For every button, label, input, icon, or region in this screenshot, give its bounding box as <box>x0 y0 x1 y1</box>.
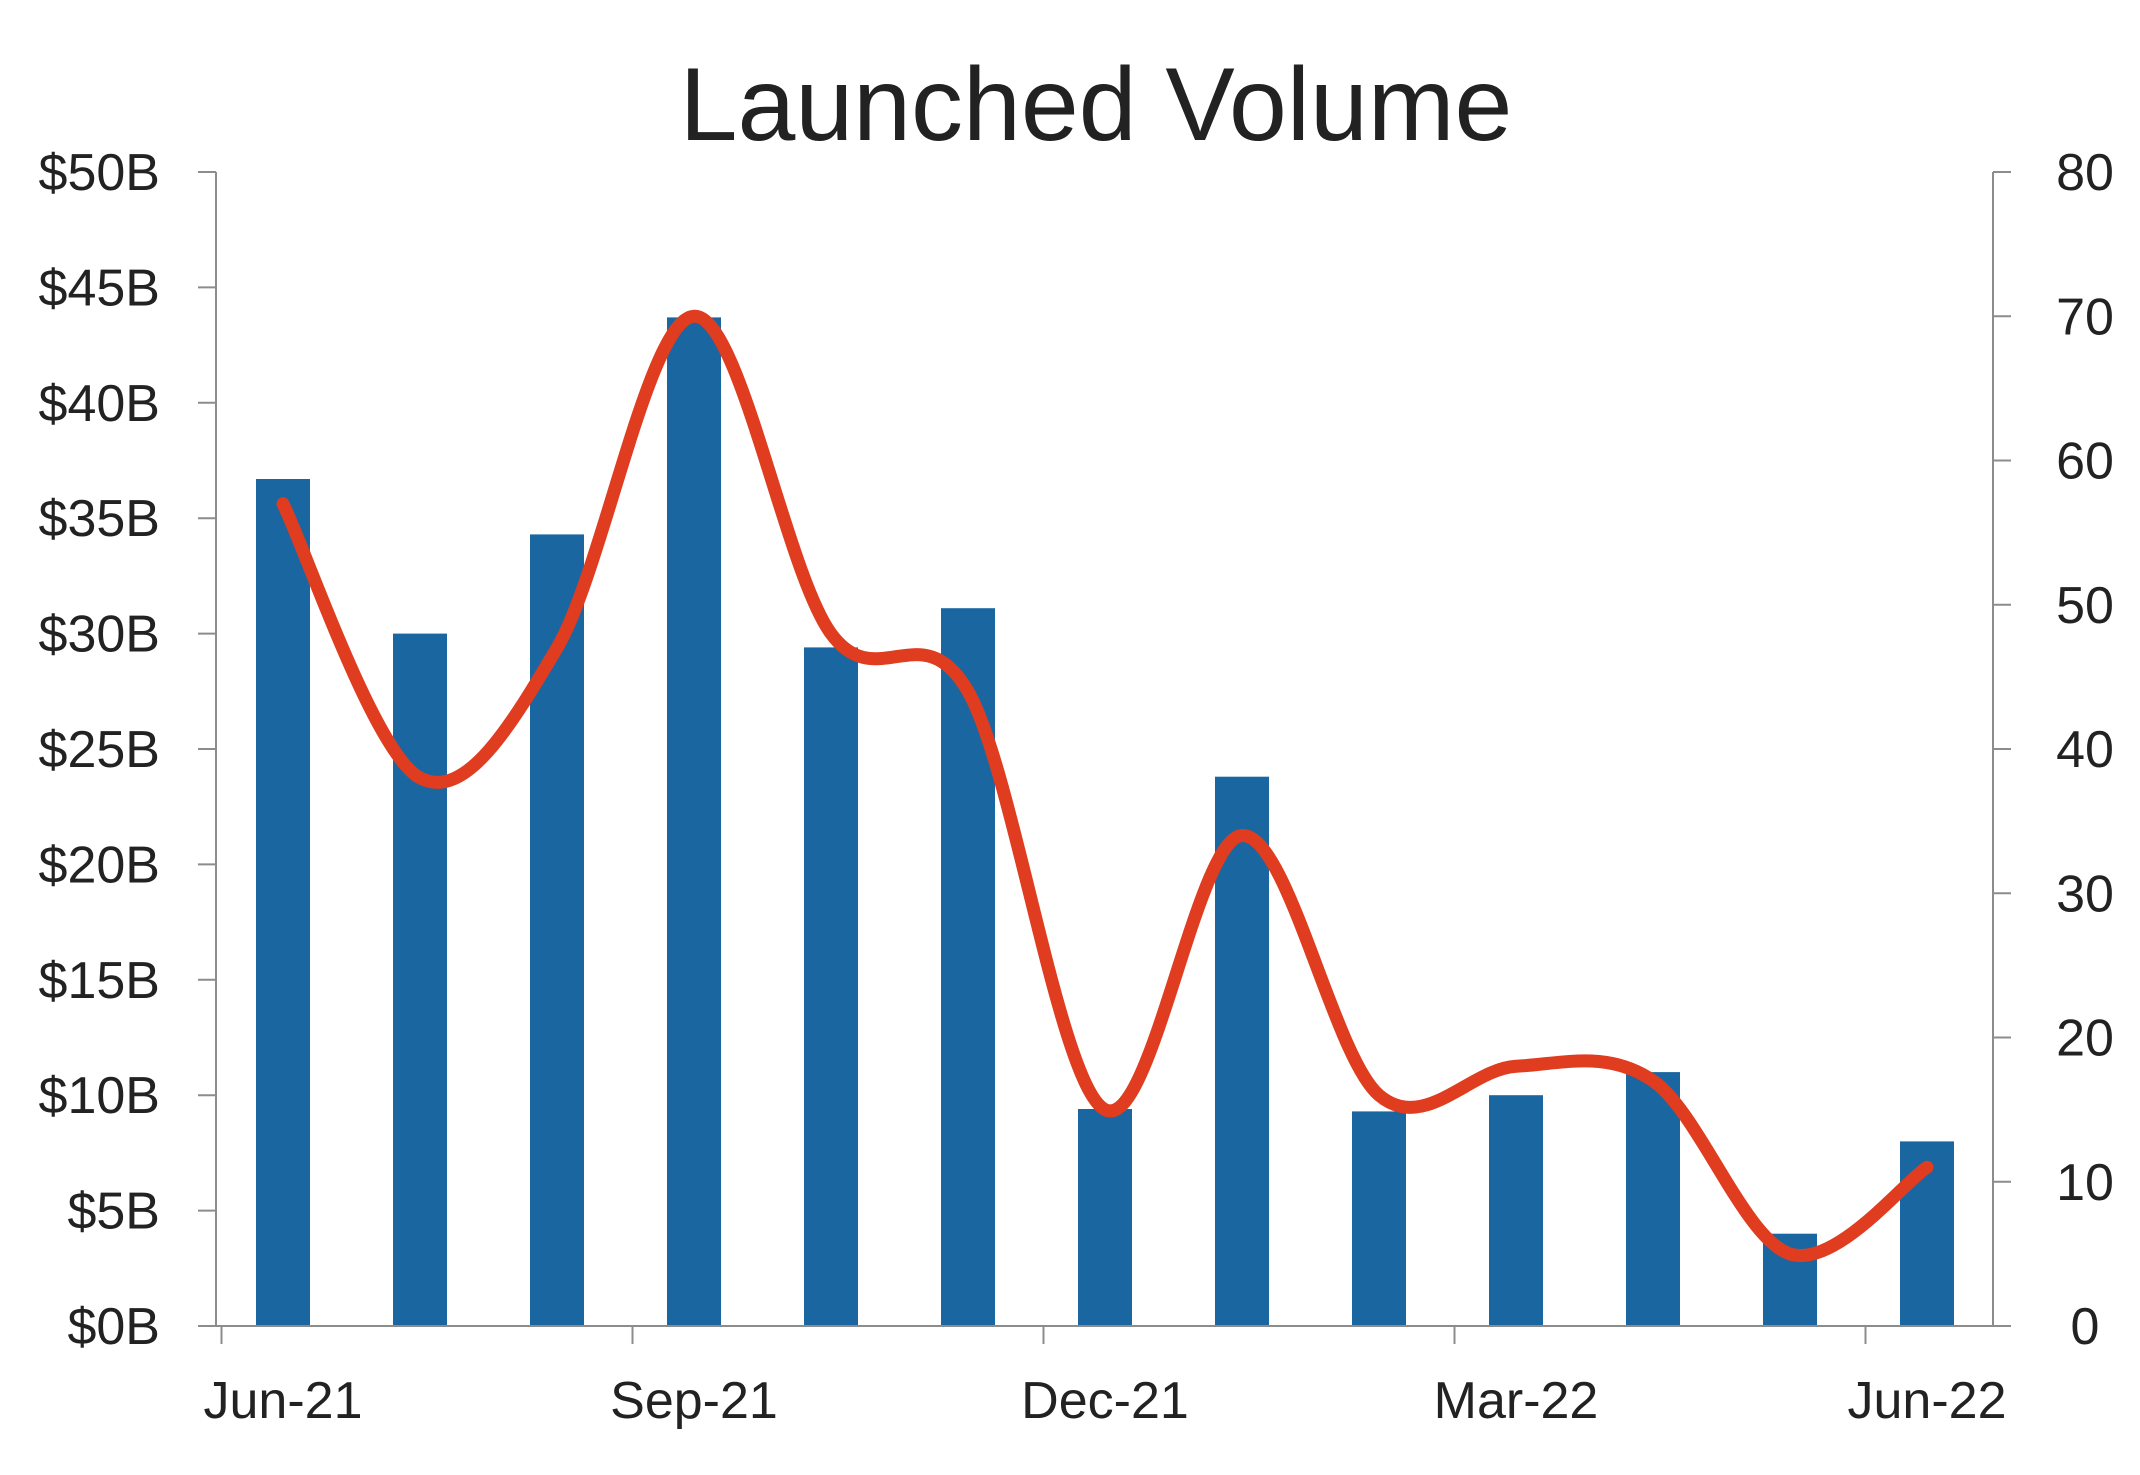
bar-mar-22 <box>1489 1095 1543 1326</box>
left-tick-label: $25B <box>39 721 160 779</box>
left-tick-label: $45B <box>39 259 160 317</box>
bar-jul-21 <box>393 633 447 1326</box>
left-tick-label: $10B <box>39 1067 160 1125</box>
x-tick-label: Jun-22 <box>1848 1372 2007 1430</box>
chart-title: Launched Volume <box>680 47 1513 163</box>
bar-oct-21 <box>804 647 858 1326</box>
left-tick-label: $20B <box>39 836 160 894</box>
bar-nov-21 <box>941 608 995 1326</box>
right-tick-label: 0 <box>2071 1298 2100 1356</box>
count-line-series <box>276 309 1934 1262</box>
bar-sep-21 <box>667 317 721 1326</box>
left-tick-label: $50B <box>39 144 160 202</box>
left-tick-label: $30B <box>39 606 160 664</box>
x-tick-label: Mar-22 <box>1434 1372 1599 1430</box>
right-tick-label: 50 <box>2056 577 2114 635</box>
bar-feb-22 <box>1352 1111 1406 1326</box>
right-tick-label: 40 <box>2056 721 2114 779</box>
x-tick-label: Dec-21 <box>1021 1372 1189 1430</box>
right-tick-label: 60 <box>2056 433 2114 491</box>
axes-layer <box>198 171 2011 1344</box>
x-tick-label: Jun-21 <box>204 1372 363 1430</box>
bar-jun-21 <box>256 479 310 1326</box>
left-tick-label: $35B <box>39 490 160 548</box>
right-tick-label: 20 <box>2056 1010 2114 1068</box>
bar-dec-21 <box>1078 1109 1132 1326</box>
left-tick-label: $40B <box>39 375 160 433</box>
right-tick-label: 10 <box>2056 1154 2114 1212</box>
bars-layer <box>256 317 1954 1326</box>
right-tick-label: 80 <box>2056 144 2114 202</box>
left-tick-label: $15B <box>39 952 160 1010</box>
right-tick-label: 30 <box>2056 865 2114 923</box>
left-tick-label: $5B <box>67 1183 160 1241</box>
bar-apr-22 <box>1626 1072 1680 1326</box>
bar-jan-22 <box>1215 776 1269 1326</box>
x-tick-label: Sep-21 <box>610 1372 778 1430</box>
labels-layer: $0B $5B $10B $15B $20B $25B $30B $35B $40B $45B $5… <box>39 144 2114 1430</box>
right-tick-label: 70 <box>2056 288 2114 346</box>
left-tick-label: $0B <box>67 1298 160 1356</box>
line-layer <box>276 309 1934 1262</box>
